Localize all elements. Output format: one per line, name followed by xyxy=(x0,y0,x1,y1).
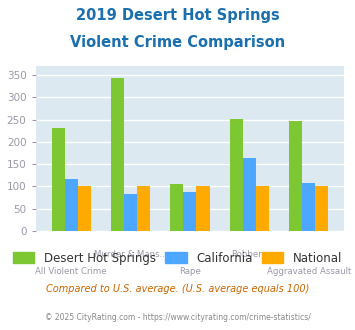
Bar xyxy=(51,127,65,231)
Bar xyxy=(137,186,150,231)
Bar xyxy=(230,119,243,231)
Bar xyxy=(196,186,209,231)
Text: Violent Crime Comparison: Violent Crime Comparison xyxy=(70,35,285,50)
Text: Robbery: Robbery xyxy=(231,250,267,259)
Text: Compared to U.S. average. (U.S. average equals 100): Compared to U.S. average. (U.S. average … xyxy=(46,284,309,294)
Bar xyxy=(243,158,256,231)
Text: All Violent Crime: All Violent Crime xyxy=(36,267,107,276)
Text: © 2025 CityRating.com - https://www.cityrating.com/crime-statistics/: © 2025 CityRating.com - https://www.city… xyxy=(45,313,310,322)
Bar xyxy=(111,78,124,231)
Text: Aggravated Assault: Aggravated Assault xyxy=(267,267,351,276)
Bar xyxy=(289,121,302,231)
Bar xyxy=(184,192,196,231)
Text: Rape: Rape xyxy=(179,267,201,276)
Bar xyxy=(315,186,328,231)
Bar xyxy=(256,186,269,231)
Bar xyxy=(170,184,184,231)
Text: Murder & Mans...: Murder & Mans... xyxy=(94,250,167,259)
Bar xyxy=(65,179,78,231)
Bar xyxy=(124,193,137,231)
Legend: Desert Hot Springs, California, National: Desert Hot Springs, California, National xyxy=(13,252,342,265)
Bar xyxy=(302,183,315,231)
Bar xyxy=(78,186,91,231)
Text: 2019 Desert Hot Springs: 2019 Desert Hot Springs xyxy=(76,8,279,23)
